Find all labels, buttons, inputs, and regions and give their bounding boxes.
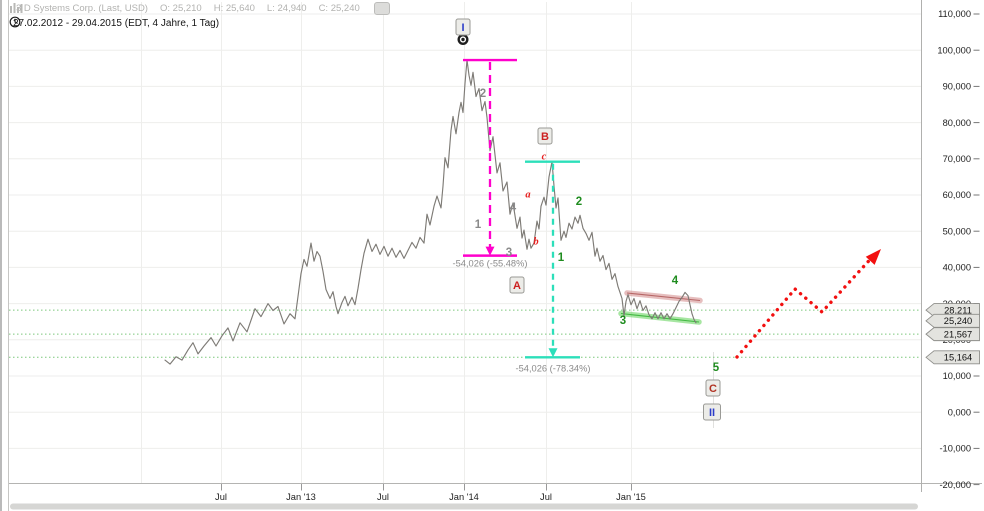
measure-arrowhead (485, 246, 495, 256)
y-tick-label: -10,000 (939, 444, 971, 454)
ohlc-high: H: 25,640 (213, 3, 255, 14)
wave-label-3[interactable]: 3 (620, 315, 626, 327)
y-tick-label: 60,000 (943, 190, 971, 200)
wave-label-A[interactable]: A (509, 276, 525, 294)
price-flag-21,567: 21,567 (925, 327, 980, 342)
wave-label-C[interactable]: C (705, 379, 721, 397)
wave-label-text: 3 (620, 315, 626, 327)
wave-label-text: 4 (672, 275, 679, 287)
wave-label-text: 1 (475, 219, 482, 231)
wave-label-text: B (541, 131, 549, 143)
wave-label-box (509, 276, 525, 294)
channel-green[interactable] (618, 310, 702, 325)
price-series (164, 59, 697, 365)
wave-label-box (537, 127, 553, 145)
y-tick-label: 40,000 (943, 263, 971, 273)
instrument-header: 3 D Systems Corp. (Last, USD) O: 25,210 … (10, 2, 390, 15)
wave-label-text: A (513, 280, 521, 292)
wave-label-b[interactable]: b (533, 237, 538, 248)
x-tick-label: Jan '15 (616, 492, 646, 502)
x-tick-label: Jul (377, 492, 389, 502)
price-flag-25,240: 25,240 (925, 313, 980, 328)
wave-label-text: C (709, 383, 717, 395)
period-text: 27.02.2012 - 29.04.2015 (EDT, 4 Jahre, 1… (13, 17, 220, 29)
arrow-dots (735, 251, 878, 359)
wave-label-box (705, 379, 721, 397)
x-axis: Jul Jan '13 Jul Jan '14 Jul Jan '15 (215, 484, 646, 502)
wave-label-text: II (709, 407, 715, 419)
price-flag-label: 21,567 (944, 329, 972, 339)
measurement-cyan[interactable]: -54,026 (-78.34%) (516, 160, 591, 374)
wave-label-2[interactable]: 2 (480, 88, 486, 100)
wave-label-text: 3 (506, 247, 512, 259)
measure-arrowhead (548, 348, 558, 358)
wave-label-text: b (533, 237, 538, 248)
y-tick-label: 100,000 (937, 45, 971, 55)
channel-edge (620, 312, 700, 323)
wave-label-a[interactable]: a (525, 190, 530, 201)
measure-label: -54,026 (-55.48%) (453, 259, 528, 269)
wave-label-text: 5 (713, 362, 720, 374)
wave-label-3[interactable]: 3 (506, 247, 512, 259)
price-flag-label: 28,211 (944, 305, 972, 315)
gridlines (9, 2, 921, 484)
channel-edge (626, 292, 701, 302)
period-header: 27.02.2012 - 29.04.2015 (EDT, 4 Jahre, 1… (9, 16, 219, 30)
wave-label-c[interactable]: c (542, 152, 547, 163)
y-tick-label: 10,000 (943, 371, 971, 381)
wave-label-box (455, 18, 471, 36)
y-tick-label: 70,000 (943, 154, 971, 164)
x-tick-label: Jul (540, 492, 552, 502)
x-tick-label: Jan '14 (449, 492, 479, 502)
wave-label-1[interactable]: 1 (475, 219, 482, 231)
wave-label-B[interactable]: B (537, 127, 553, 145)
wave-label-4[interactable]: 4 (672, 275, 679, 287)
wave-label-2[interactable]: 2 (576, 196, 582, 208)
wave-label-text: 4 (510, 202, 517, 214)
channel-pink[interactable] (624, 290, 703, 304)
y-tick-label: 80,000 (943, 118, 971, 128)
y-tick-label: 0,000 (948, 407, 971, 417)
y-tick-label: 110,000 (938, 9, 971, 19)
ohlc-open: O: 25,210 (159, 3, 202, 14)
ohlc-close: C: 25,240 (318, 3, 360, 14)
instrument-name: 3 D Systems Corp. (Last, USD) (16, 3, 148, 14)
x-tick-label: Jan '13 (286, 492, 316, 502)
wave-label-II[interactable]: II (703, 403, 721, 421)
wave-label-1[interactable]: 1 (558, 252, 565, 264)
y-tick-label: 50,000 (943, 226, 971, 236)
scrollbar-thumb[interactable] (10, 503, 918, 510)
wave-label-4[interactable]: 4 (510, 202, 517, 214)
wave-label-text: 2 (480, 88, 486, 100)
price-flag-shape (925, 313, 980, 328)
wave-label-5[interactable]: 5 (713, 362, 720, 374)
anchor-dot (461, 37, 465, 42)
chart-settings-button[interactable] (373, 2, 390, 15)
price-flag-shape (925, 327, 980, 342)
wave-label-box (703, 403, 721, 421)
ohlc-low: L: 24,940 (266, 3, 307, 14)
arrow-head (865, 249, 881, 265)
projection-arrow[interactable] (735, 245, 885, 359)
price-flag-shape (925, 350, 980, 365)
measurement-magenta[interactable]: -54,026 (-55.48%) (453, 58, 528, 269)
price-flag-15,164: 15,164 (925, 350, 980, 365)
anchor-marker[interactable] (457, 34, 469, 46)
wave-label-text: c (542, 152, 547, 163)
x-tick-label: Jul (215, 492, 227, 502)
wave-label-text: I (461, 22, 464, 34)
level-lines (9, 309, 921, 358)
wave-label-text: 2 (576, 196, 582, 208)
y-tick-label: 90,000 (943, 82, 971, 92)
measure-label: -54,026 (-78.34%) (516, 363, 591, 373)
wave-label-I[interactable]: I (455, 18, 471, 36)
price-flag-label: 15,164 (944, 353, 972, 363)
price-flag-label: 25,240 (944, 316, 972, 326)
wave-label-text: 1 (558, 252, 565, 264)
wave-label-text: a (525, 190, 530, 201)
y-tick-label: -20,000 (939, 480, 971, 490)
